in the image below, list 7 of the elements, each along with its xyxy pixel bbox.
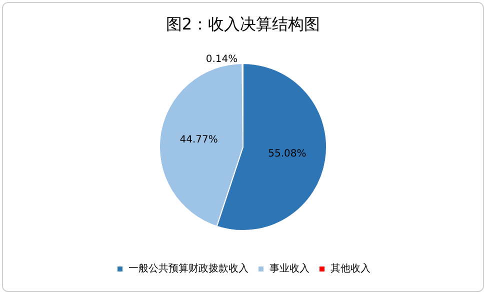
legend-label: 事业收入	[270, 262, 310, 274]
data-label: 55.08%	[268, 148, 306, 160]
data-label: 0.14%	[206, 54, 238, 65]
chart-title: 图2：收入决算结构图	[166, 14, 320, 34]
data-label: 44.77%	[180, 134, 218, 146]
legend-label: 其他收入	[330, 262, 370, 274]
legend-label: 一般公共预算财政拨款收入	[128, 262, 248, 274]
